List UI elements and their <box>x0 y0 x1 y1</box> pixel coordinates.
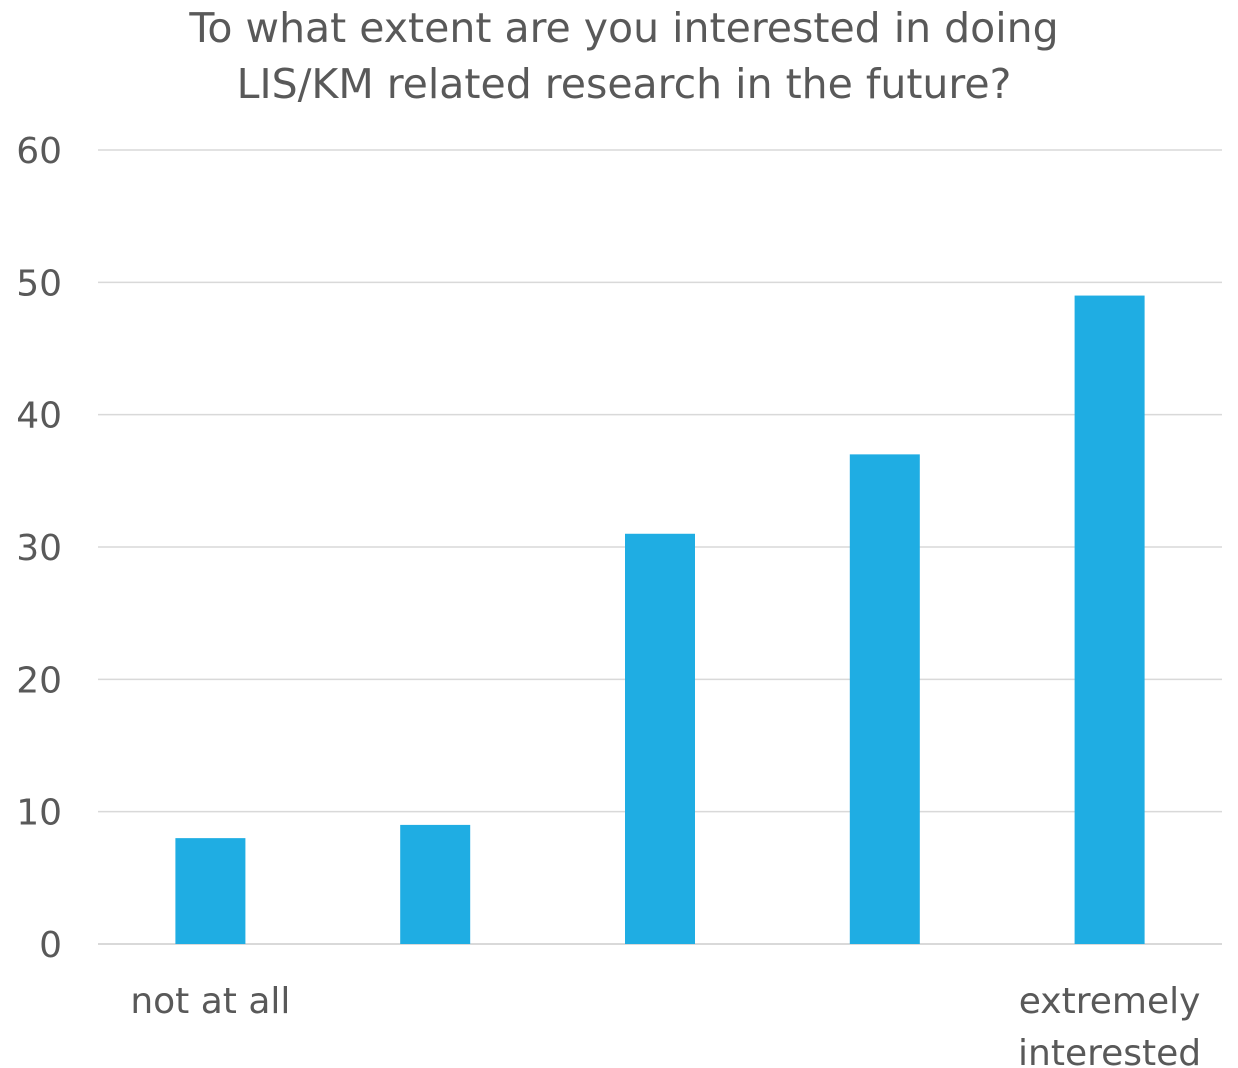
chart-title-line-1: To what extent are you interested in doi… <box>189 4 1059 52</box>
chart-title: To what extent are you interested in doi… <box>0 0 1238 112</box>
y-tick-label: 20 <box>16 660 62 701</box>
bar-4 <box>849 454 920 944</box>
y-tick-label: 60 <box>16 131 62 172</box>
chart-title-line-2: LIS/KM related research in the future? <box>236 60 1012 108</box>
bar-5 <box>1074 295 1145 945</box>
bar-2 <box>400 824 471 944</box>
y-tick-label: 40 <box>16 396 62 437</box>
y-tick-label: 50 <box>16 263 62 304</box>
y-axis-ticks: 0 10 20 30 40 50 60 <box>16 131 62 966</box>
y-tick-label: 30 <box>16 528 62 569</box>
bars <box>175 295 1145 945</box>
x-category-label: not at all <box>130 981 290 1022</box>
y-tick-label: 0 <box>39 925 62 966</box>
bar-3 <box>625 533 695 944</box>
y-tick-label: 10 <box>16 793 62 834</box>
bar-1 <box>175 838 246 944</box>
x-axis-labels: not at all extremely interested <box>130 981 1201 1068</box>
x-category-label: extremely <box>1019 981 1201 1022</box>
x-category-label: interested <box>1018 1033 1201 1068</box>
